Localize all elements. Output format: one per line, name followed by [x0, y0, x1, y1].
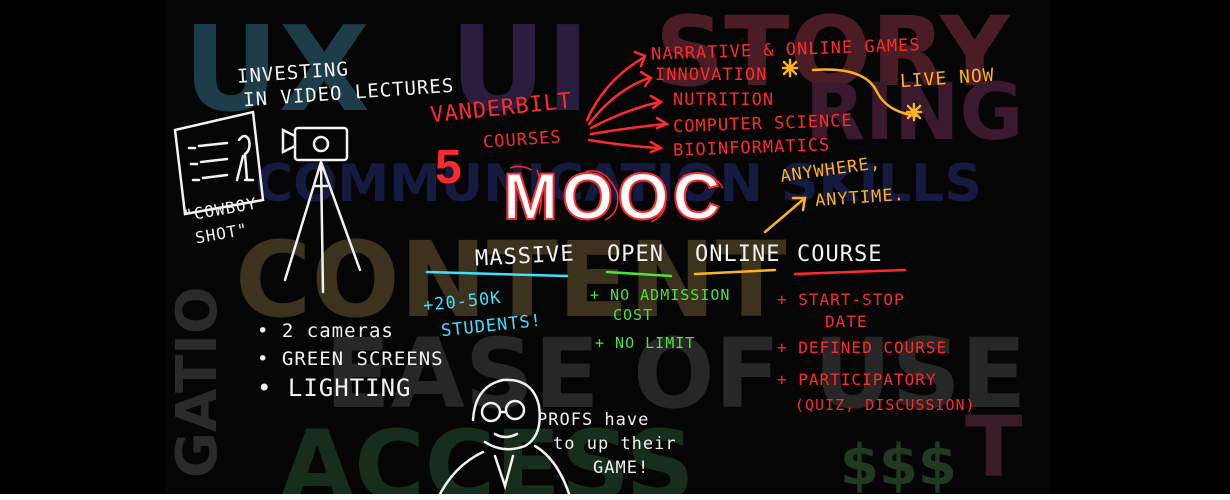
course-arrows — [585, 50, 670, 154]
bg-word-story: STORY — [655, 0, 1010, 108]
five-courses-number: 5 — [435, 141, 463, 194]
equipment-lighting-text: LIGHTING — [287, 374, 412, 402]
profs-note-line1: PROFS have — [537, 410, 650, 430]
equipment-item-lighting: • LIGHTING — [257, 374, 412, 402]
bg-word-access: ACCESS — [280, 410, 695, 500]
participatory-line2: (QUIZ, DISCUSSION) — [795, 396, 976, 414]
no-limit-label: + NO LIMIT — [595, 334, 696, 352]
definition-open: OPEN — [607, 242, 664, 267]
equipment-green-screens-text: GREEN SCREENS — [281, 348, 444, 370]
equipment-cameras-text: 2 cameras — [281, 320, 394, 342]
definition-online: ONLINE — [695, 242, 781, 267]
definition-course: COURSE — [797, 242, 883, 267]
equipment-item-cameras: • 2 cameras — [257, 320, 394, 342]
participatory-line1: + PARTICIPATORY — [777, 370, 937, 389]
mooc-title: MOOC — [502, 158, 725, 234]
professor-sketch — [435, 378, 573, 500]
bg-word-t: T — [965, 398, 1023, 496]
bg-word-dollars: $$$ — [840, 433, 957, 498]
admission-line1: + NO ADMISSION — [590, 286, 731, 304]
mooc-outline-scribble — [509, 165, 724, 223]
bottom-edge-strip — [0, 494, 1230, 500]
definition-massive: MASSIVE — [474, 241, 576, 272]
bg-word-ease-of-use: EASE OF USE — [325, 318, 1027, 430]
bg-word-ux: UX — [183, 0, 370, 138]
live-now-connector — [763, 58, 923, 234]
start-stop-line1: + START-STOP — [777, 290, 905, 309]
definition-underlines — [425, 268, 907, 278]
admission-line2: COST — [613, 306, 654, 324]
video-camera-sketch — [281, 126, 362, 294]
lecture-slide-sketch — [173, 110, 265, 216]
equipment-item-green-screens: • GREEN SCREENS — [257, 348, 444, 370]
bg-word-content: CONTENT — [235, 219, 787, 341]
start-stop-line2: DATE — [825, 312, 868, 331]
defined-course-label: + DEFINED COURSE — [777, 338, 948, 357]
profs-note-line2: to up their — [553, 434, 677, 454]
course-item-2: INNOVATION — [655, 65, 768, 85]
profs-note-line3: GAME! — [593, 458, 650, 478]
chalkboard-illustration: UX UI STORY RING COMMUNICATION SKILLS CO… — [165, 0, 1050, 500]
sketch-drawings — [173, 50, 923, 500]
bg-word-ui: UI — [450, 0, 590, 138]
course-item-3: NUTRITION — [673, 90, 775, 110]
